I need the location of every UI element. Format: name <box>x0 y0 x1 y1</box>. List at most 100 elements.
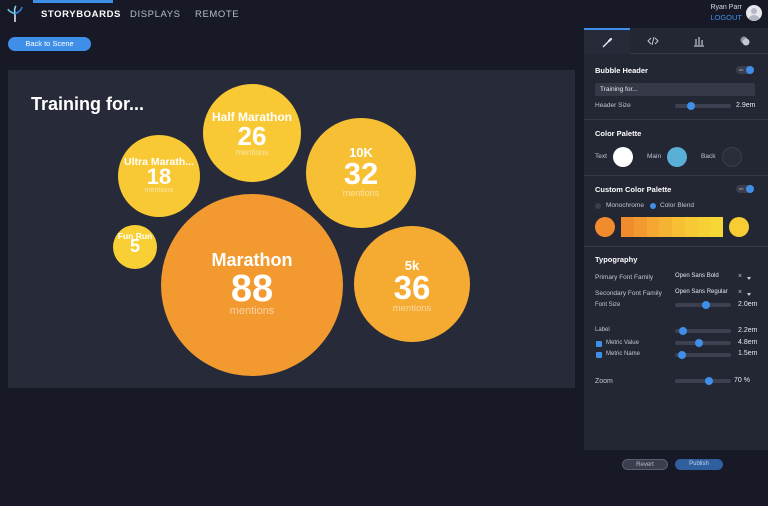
toggle-state: on <box>739 67 744 72</box>
label-size-slider[interactable] <box>675 327 731 335</box>
metric-value-checkbox[interactable] <box>596 341 602 347</box>
tab-style[interactable] <box>584 28 630 54</box>
blend-end-swatch[interactable] <box>729 217 749 237</box>
tab-displays[interactable]: DISPLAYS <box>130 9 181 20</box>
bubble-value: 5 <box>129 236 140 256</box>
bubble-header: Training for... <box>31 94 145 114</box>
bubble-10k[interactable]: 10K 32 mentions <box>306 118 416 228</box>
toggle-state: on <box>739 186 744 191</box>
bubble-label: 5k <box>404 258 420 273</box>
font-size-value: 2.0em <box>738 301 758 308</box>
active-tab-indicator <box>33 0 113 3</box>
blend-step <box>646 217 660 237</box>
bubble-ultra-marathon[interactable]: Ultra Marath... 18 mentions <box>118 135 200 217</box>
top-bar: STORYBOARDS DISPLAYS REMOTE Ryan Parr LO… <box>0 0 768 28</box>
custom-palette-toggle[interactable]: on <box>736 185 754 193</box>
primary-font-clear-icon[interactable]: × <box>738 273 743 280</box>
metric-value-label: Metric Value <box>606 340 639 346</box>
primary-font-chevron-down-icon[interactable] <box>747 277 751 280</box>
typography-title: Typography <box>595 255 638 264</box>
blend-step <box>697 217 711 237</box>
bubble-header-input[interactable]: Training for... <box>595 83 755 96</box>
bubble-metric-name: mentions <box>144 187 174 194</box>
bubble-metric-name: mentions <box>229 305 275 317</box>
zoom-value: 70 % <box>734 377 750 384</box>
bubble-value: 32 <box>343 156 379 191</box>
blend-step <box>672 217 685 237</box>
bubble-value: 36 <box>393 269 431 306</box>
metric-value-size: 4.8em <box>738 339 758 346</box>
back-color-label: Back <box>701 153 716 160</box>
back-to-scene-button[interactable]: Back to Scene <box>8 37 91 51</box>
color-blend-radio[interactable] <box>650 203 656 209</box>
blend-gradient-bar <box>621 217 723 237</box>
slider-thumb[interactable] <box>687 102 695 110</box>
slider-thumb[interactable] <box>695 339 703 347</box>
label-size-value-text: 2.2em <box>738 327 758 334</box>
metric-name-slider[interactable] <box>675 351 731 359</box>
bubble-half-marathon[interactable]: Half Marathon 26 mentions <box>203 84 301 182</box>
bubble-label: 10K <box>349 145 373 160</box>
header-size-slider[interactable] <box>675 102 731 110</box>
toggle-knob <box>746 66 754 74</box>
metric-value-slider[interactable] <box>675 339 731 347</box>
label-size-label: Label <box>595 327 610 333</box>
brush-icon <box>602 37 613 48</box>
header-size-value: 2.9em <box>736 102 756 109</box>
bubble-5k[interactable]: 5k 36 mentions <box>354 226 470 342</box>
primary-font-label: Primary Font Family <box>595 274 654 281</box>
avatar[interactable] <box>746 5 762 21</box>
main-color-label: Main <box>647 153 662 160</box>
bubble-value: 88 <box>230 268 274 310</box>
text-color-swatch[interactable] <box>613 147 633 167</box>
publish-button[interactable]: Publish <box>675 459 723 470</box>
custom-palette-title: Custom Color Palette <box>595 185 672 194</box>
divider <box>584 246 768 247</box>
bubble-fun-run[interactable]: Fun Run 5 <box>113 225 157 269</box>
tab-chart[interactable] <box>676 28 722 54</box>
text-color-label: Text <box>595 153 607 160</box>
slider-thumb[interactable] <box>678 351 686 359</box>
secondary-font-clear-icon[interactable]: × <box>738 289 743 296</box>
secondary-font-select[interactable]: Open Sans Regular <box>675 289 728 295</box>
settings-panel: Bubble Header on Training for... Header … <box>584 28 768 450</box>
tab-code[interactable] <box>630 28 676 54</box>
monochrome-radio[interactable] <box>595 203 601 209</box>
main-color-swatch[interactable] <box>667 147 687 167</box>
bubble-metric-name: mentions <box>392 303 432 314</box>
tab-layers[interactable] <box>722 28 768 54</box>
logo-icon[interactable] <box>7 5 23 23</box>
bubble-header-toggle[interactable]: on <box>736 66 754 74</box>
divider <box>584 119 768 120</box>
metric-name-label: Metric Name <box>606 351 641 357</box>
blend-step <box>633 217 647 237</box>
blend-step <box>710 217 723 237</box>
font-size-slider[interactable] <box>675 301 731 309</box>
slider-thumb[interactable] <box>679 327 687 335</box>
revert-button[interactable]: Revert <box>622 459 668 470</box>
tab-remote[interactable]: REMOTE <box>195 9 240 20</box>
back-color-swatch[interactable] <box>722 147 742 167</box>
slider-thumb[interactable] <box>705 377 713 385</box>
bubble-label: Fun Run <box>117 231 153 241</box>
blend-step <box>684 217 698 237</box>
primary-font-select[interactable]: Open Sans Bold <box>675 273 719 279</box>
logout-link[interactable]: LOGOUT <box>710 13 742 22</box>
bubble-value: 26 <box>237 121 267 151</box>
zoom-slider[interactable] <box>675 377 731 385</box>
avatar-body <box>748 15 760 21</box>
tab-storyboards[interactable]: STORYBOARDS <box>41 9 121 20</box>
panel-tabs <box>584 28 768 54</box>
avatar-head <box>751 8 757 14</box>
bubble-label: Half Marathon <box>211 110 292 124</box>
secondary-font-chevron-down-icon[interactable] <box>747 293 751 296</box>
slider-thumb[interactable] <box>702 301 710 309</box>
zoom-label: Zoom <box>595 378 613 385</box>
bubble-metric-name: mentions <box>342 188 380 198</box>
metric-name-checkbox[interactable] <box>596 352 602 358</box>
bubble-marathon[interactable]: Marathon 88 mentions <box>161 194 343 376</box>
code-icon <box>647 36 659 46</box>
bubble-value: 18 <box>146 164 172 189</box>
blend-start-swatch[interactable] <box>595 217 615 237</box>
secondary-font-label: Secondary Font Family <box>595 290 662 297</box>
